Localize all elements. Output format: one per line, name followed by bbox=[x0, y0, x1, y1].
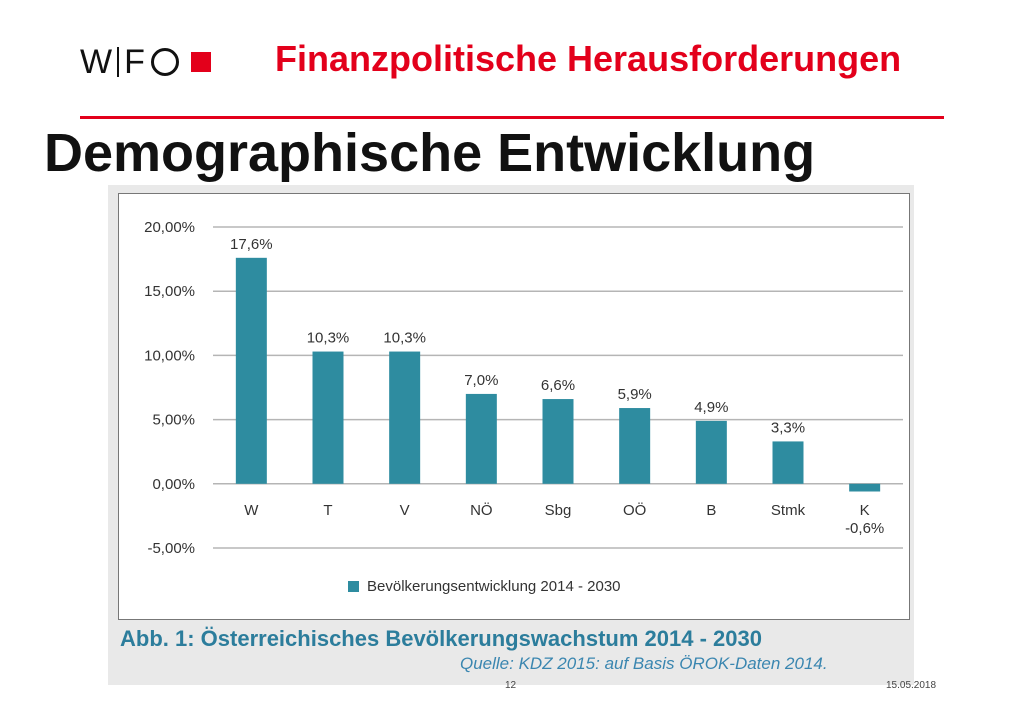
y-tick-label: -5,00% bbox=[147, 540, 195, 557]
page-title: Demographische Entwicklung bbox=[44, 123, 816, 183]
figure-source: Quelle: KDZ 2015: auf Basis ÖROK-Daten 2… bbox=[460, 654, 828, 673]
data-label: 10,3% bbox=[307, 330, 350, 347]
y-tick-label: 0,00% bbox=[152, 476, 195, 493]
figure-caption: Abb. 1: Österreichisches Bevölkerungswac… bbox=[120, 626, 762, 651]
x-tick-label: OÖ bbox=[623, 501, 646, 519]
x-tick-label: K bbox=[860, 502, 870, 519]
x-tick-label: B bbox=[706, 502, 716, 519]
logo-letter-w: W bbox=[80, 42, 113, 81]
logo-square-icon bbox=[190, 52, 211, 72]
x-tick-label: NÖ bbox=[470, 501, 493, 519]
x-tick-label: Sbg bbox=[545, 502, 572, 519]
data-label: 5,9% bbox=[618, 386, 652, 403]
data-label: 4,9% bbox=[694, 399, 728, 416]
wifo-logo: W F bbox=[80, 42, 211, 82]
y-tick-label: 5,00% bbox=[152, 412, 195, 429]
bar bbox=[312, 351, 344, 484]
footer-page-number: 12 bbox=[505, 680, 517, 691]
bar bbox=[389, 351, 421, 484]
x-tick-label: Stmk bbox=[771, 502, 806, 519]
header-title: Finanzpolitische Herausforderungen bbox=[275, 38, 902, 79]
bar-chart: 20,00% 15,00% 10,00% 5,00% 0,00% -5,00% W 17,6%… bbox=[144, 219, 903, 557]
chart-legend: Bevölkerungsentwicklung 2014 - 2030 bbox=[348, 578, 621, 595]
header-divider bbox=[80, 116, 944, 119]
data-label: -0,6% bbox=[845, 520, 884, 537]
bar bbox=[849, 483, 881, 492]
x-tick-label: T bbox=[323, 502, 332, 519]
data-label: 3,3% bbox=[771, 419, 805, 436]
y-tick-label: 15,00% bbox=[144, 283, 195, 300]
x-tick-label: W bbox=[244, 502, 259, 519]
logo-circle-icon bbox=[150, 48, 179, 76]
legend-label: Bevölkerungsentwicklung 2014 - 2030 bbox=[367, 578, 621, 595]
data-label: 10,3% bbox=[383, 330, 426, 347]
bar bbox=[619, 408, 651, 484]
data-label: 6,6% bbox=[541, 377, 575, 394]
y-tick-label: 20,00% bbox=[144, 219, 195, 236]
legend-swatch bbox=[348, 581, 359, 592]
bar bbox=[695, 420, 727, 484]
bar bbox=[465, 393, 497, 484]
x-tick-label: V bbox=[400, 502, 410, 519]
bar bbox=[772, 441, 804, 484]
logo-separator bbox=[117, 47, 120, 77]
y-tick-label: 10,00% bbox=[144, 347, 195, 364]
logo-letter-f: F bbox=[124, 42, 145, 81]
footer-date: 15.05.2018 bbox=[886, 680, 937, 691]
data-label: 17,6% bbox=[230, 236, 273, 253]
data-label: 7,0% bbox=[464, 372, 498, 389]
bar bbox=[542, 399, 574, 484]
bar bbox=[235, 257, 267, 484]
